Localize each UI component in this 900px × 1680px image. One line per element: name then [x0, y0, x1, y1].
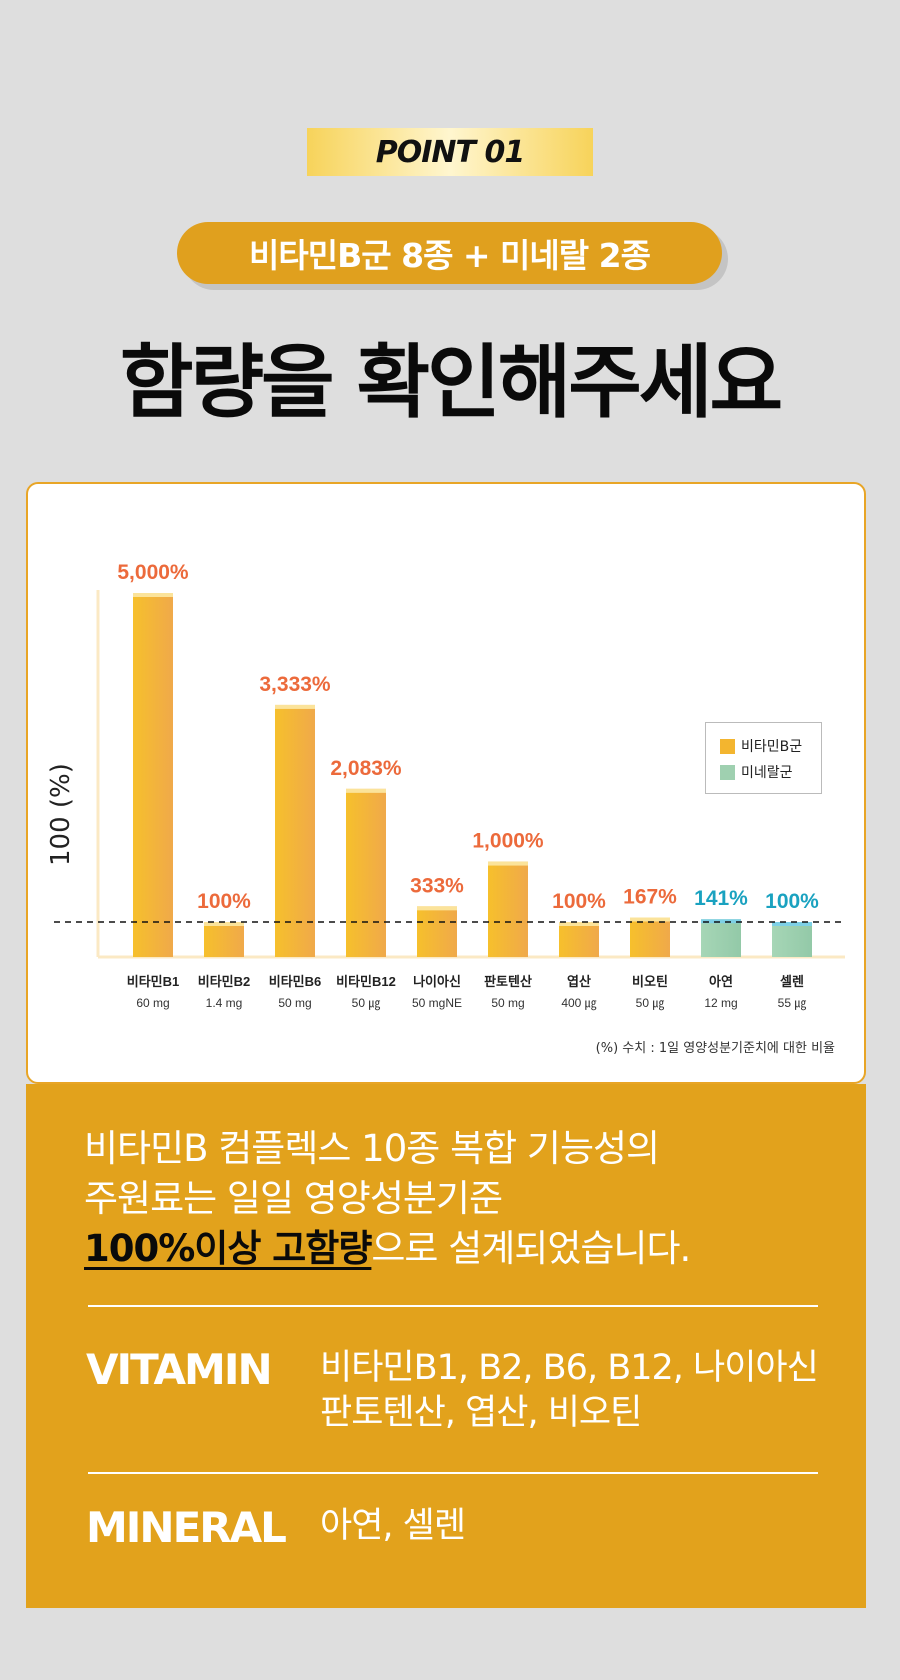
divider-bottom [88, 1472, 818, 1474]
chart-footnote: (%) 수치 : 1일 영양성분기준치에 대한 비율 [595, 1041, 835, 1056]
page-title: 함량을 확인해주세요 [119, 336, 783, 429]
mineral-items: 아연, 셀렌 [320, 1506, 466, 1546]
description-text: 비타민B 컴플렉스 10종 복합 기능성의 주원료는 일일 영양성분기준 100… [84, 1124, 844, 1274]
mineral-label: MINERAL [86, 1503, 287, 1552]
description-line-2: 주원료는 일일 영양성분기준 [84, 1177, 503, 1220]
legend-swatch-mineral [720, 764, 735, 780]
legend-item-vitamin: 비타민B군 [720, 733, 821, 759]
chart-legend: 비타민B군 미네랄군 [705, 722, 822, 794]
point-badge: POINT 01 [307, 128, 593, 176]
description-line-3-rest: 으로 설계되었습니다. [371, 1227, 691, 1270]
divider-top [88, 1305, 818, 1307]
vitamin-items-line-2: 판토텐산, 엽산, 비오틴 [320, 1393, 642, 1433]
vitamin-label: VITAMIN [86, 1345, 273, 1394]
legend-item-mineral: 미네랄군 [720, 759, 821, 785]
category-pill: 비타민B군 8종 + 미네랄 2종 [177, 222, 722, 284]
vitamin-items-line-1: 비타민B1, B2, B6, B12, 나이아신 [320, 1348, 819, 1388]
legend-label-mineral: 미네랄군 [741, 765, 793, 781]
description-highlight: 100%이상 고함량 [84, 1227, 372, 1270]
description-panel [26, 1084, 866, 1608]
description-line-1: 비타민B 컴플렉스 10종 복합 기능성의 [84, 1127, 660, 1170]
legend-label-vitamin: 비타민B군 [741, 739, 803, 755]
description-line-3: 100%이상 고함량으로 설계되었습니다. [84, 1224, 844, 1274]
vitamin-items: 비타민B1, B2, B6, B12, 나이아신 판토텐산, 엽산, 비오틴 [320, 1346, 819, 1436]
legend-swatch-vitamin [720, 738, 735, 754]
y-axis-label: 100 (%) [46, 763, 76, 866]
